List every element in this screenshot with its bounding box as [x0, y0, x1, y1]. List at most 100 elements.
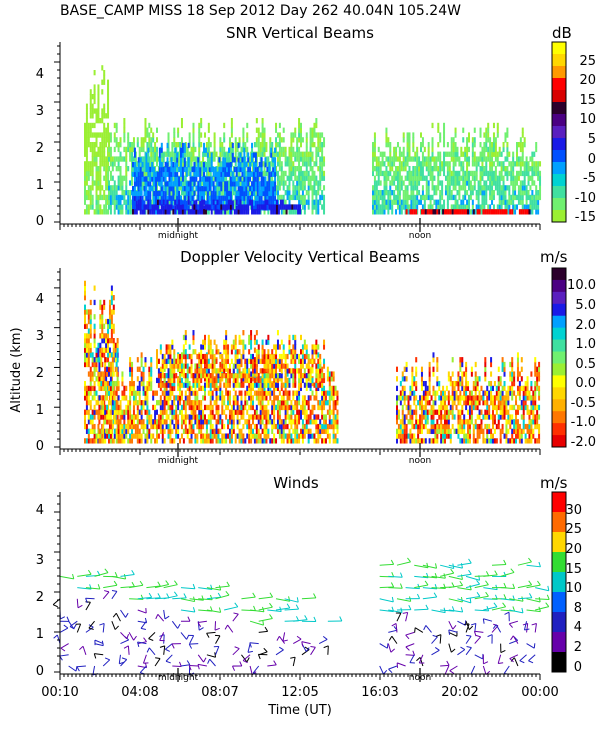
doppler-cell [211, 428, 214, 434]
snr-cell [385, 170, 388, 177]
snr-cell [237, 166, 240, 173]
doppler-cell [105, 338, 108, 344]
doppler-cell [146, 395, 149, 401]
snr-cell [261, 137, 264, 143]
doppler-cell [227, 419, 230, 425]
doppler-cell [171, 414, 174, 420]
snr-cell [219, 146, 222, 153]
doppler-cell [111, 385, 114, 392]
snr-cell [437, 127, 440, 133]
snr-cell [294, 194, 297, 201]
snr-cell [319, 142, 322, 148]
doppler-cell [179, 395, 182, 401]
snr-cell [429, 156, 432, 162]
doppler-cell [84, 347, 86, 353]
snr-cell [286, 194, 289, 201]
snr-cell [84, 180, 86, 186]
doppler-cell [84, 309, 86, 315]
snr-cell [444, 151, 447, 157]
doppler-cell [123, 409, 126, 415]
snr-cell [243, 157, 246, 163]
doppler-cell [271, 423, 274, 430]
doppler-cell [85, 352, 88, 358]
doppler-cell [186, 400, 189, 406]
snr-cell [389, 194, 392, 201]
doppler-cell [188, 404, 191, 411]
snr-cell [180, 195, 182, 201]
snr-cell [389, 190, 392, 196]
snr-cell [501, 209, 504, 215]
snr-cell [519, 190, 522, 196]
doppler-cell [159, 423, 162, 430]
snr-cell [270, 209, 273, 215]
snr-cell [240, 146, 243, 153]
snr-cell [416, 166, 419, 172]
snr-cell [183, 199, 186, 205]
snr-cell [416, 204, 419, 210]
snr-cell [537, 161, 540, 167]
doppler-cell [182, 400, 185, 406]
snr-cell [154, 146, 157, 153]
snr-cell [323, 175, 326, 181]
doppler-cell [110, 295, 113, 301]
snr-cell [204, 151, 206, 157]
snr-cell [307, 180, 310, 186]
snr-cell [132, 142, 135, 148]
doppler-cell [173, 438, 176, 444]
snr-cell [117, 185, 120, 191]
doppler-cell [204, 404, 206, 411]
snr-cell [466, 166, 469, 172]
snr-cell [200, 142, 203, 148]
doppler-cell [100, 361, 103, 368]
snr-cell [491, 142, 494, 148]
snr-cell [373, 146, 376, 153]
doppler-cell [269, 390, 272, 396]
doppler-cell [238, 419, 241, 425]
doppler-cell [87, 400, 90, 406]
snr-cell [93, 98, 96, 105]
doppler-cell [273, 433, 276, 439]
snr-cell [174, 157, 177, 163]
snr-cell [87, 122, 90, 129]
snr-cell [418, 161, 421, 167]
snr-cell [210, 205, 213, 211]
doppler-cell [108, 414, 110, 420]
snr-cell [99, 175, 102, 181]
snr-cell [150, 146, 153, 153]
doppler-cell [148, 385, 151, 392]
snr-cell [466, 146, 469, 153]
snr-cell [481, 175, 484, 181]
snr-cell [228, 151, 231, 157]
snr-cell [237, 195, 240, 201]
doppler-cell [240, 409, 243, 415]
snr-cell [101, 113, 104, 119]
snr-cell [372, 151, 374, 157]
snr-cell [457, 209, 460, 215]
snr-cell [101, 108, 104, 114]
doppler-panel-title: Doppler Velocity Vertical Beams [180, 248, 420, 266]
snr-cell [456, 156, 459, 162]
snr-cell [278, 175, 281, 181]
snr-cell [416, 156, 419, 162]
snr-cell [229, 181, 232, 187]
snr-cell [84, 199, 86, 205]
doppler-cell [228, 395, 231, 401]
doppler-cell [136, 419, 139, 425]
doppler-colorbar-unit: m/s [540, 248, 568, 266]
snr-cell [97, 166, 100, 172]
doppler-cell [204, 361, 206, 368]
snr-cell [439, 170, 442, 177]
snr-cell [459, 209, 462, 215]
snr-cell [245, 176, 248, 182]
snr-cell [151, 176, 154, 182]
snr-cell [498, 180, 501, 186]
snr-cell [84, 185, 86, 191]
doppler-cell [105, 318, 108, 325]
snr-cell [317, 199, 320, 205]
snr-cell [185, 200, 188, 206]
doppler-cell [112, 295, 115, 301]
doppler-cell [252, 428, 254, 434]
snr-cell [404, 190, 407, 196]
snr-cell [311, 156, 314, 162]
snr-cell [517, 190, 520, 196]
